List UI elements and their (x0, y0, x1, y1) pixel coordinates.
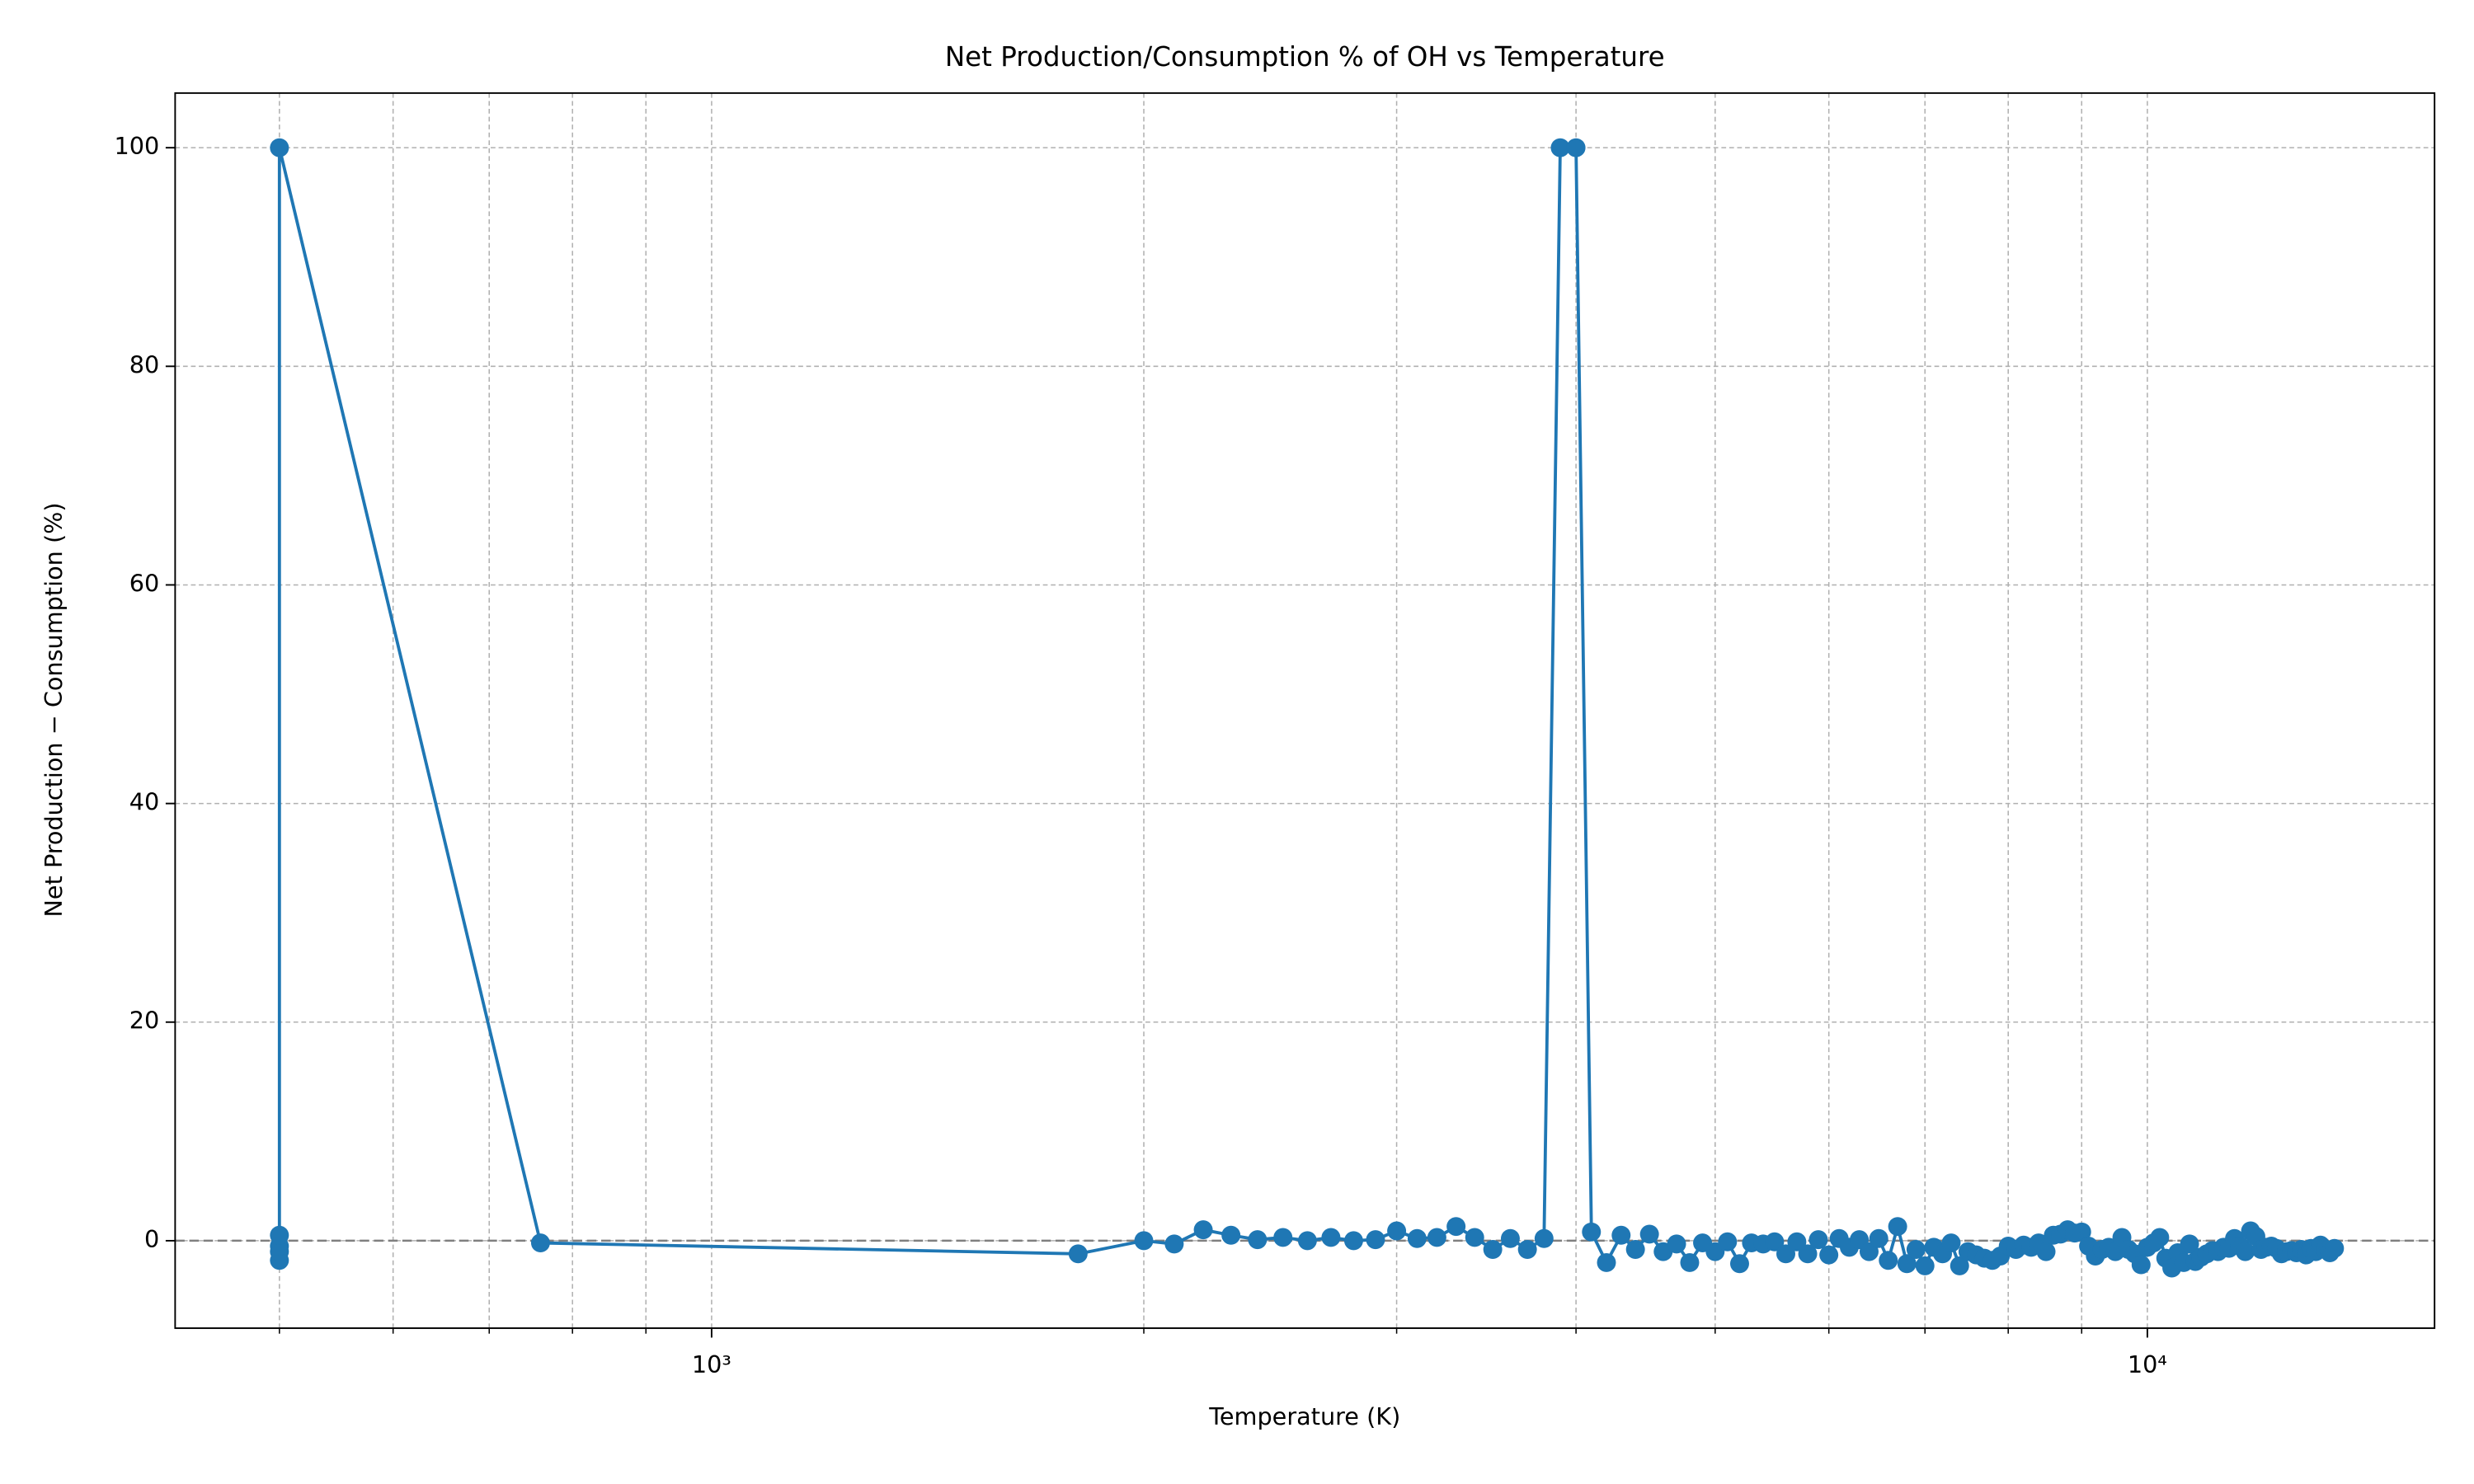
point (1248, 1230, 1268, 1250)
chart-title: Net Production/Consumption % of OH vs Te… (945, 41, 1665, 73)
x-axis-label: Temperature (K) (1208, 1402, 1400, 1430)
point (1534, 1228, 1554, 1248)
point (1297, 1231, 1317, 1251)
point (2325, 1238, 2345, 1258)
point (1950, 1256, 1969, 1275)
y-tick-label: 40 (129, 788, 160, 816)
point (1427, 1228, 1446, 1247)
point (1387, 1221, 1407, 1241)
point (1465, 1228, 1484, 1247)
x-tick-label: 10³ (692, 1350, 731, 1378)
point (1776, 1244, 1795, 1264)
point (1566, 138, 1586, 157)
point (1625, 1240, 1645, 1259)
point (1517, 1240, 1537, 1259)
point (1221, 1225, 1241, 1245)
y-tick-label: 100 (114, 132, 159, 160)
point (1597, 1252, 1616, 1272)
y-tick-label: 0 (144, 1225, 159, 1253)
point (1787, 1232, 1807, 1252)
point (1869, 1228, 1888, 1248)
point (1500, 1228, 1520, 1248)
point (1639, 1224, 1659, 1244)
y-tick-label: 80 (129, 350, 160, 378)
point (2150, 1228, 2170, 1247)
point (1798, 1244, 1818, 1264)
y-axis-label: Net Production − Consumption (%) (40, 502, 68, 917)
point (2131, 1255, 2151, 1275)
point (1906, 1240, 1926, 1259)
point (1582, 1222, 1602, 1242)
point (1879, 1251, 1898, 1270)
point (1915, 1256, 1935, 1275)
point (530, 1233, 550, 1253)
point (1941, 1233, 1961, 1253)
point (1819, 1245, 1839, 1265)
point (1888, 1217, 1907, 1237)
point (1273, 1228, 1293, 1247)
point (2036, 1242, 2056, 1261)
plot-frame (174, 92, 2436, 1329)
x-tick-label: 10⁴ (2128, 1350, 2167, 1378)
y-tick-label: 20 (129, 1007, 160, 1035)
point (1193, 1220, 1213, 1240)
point (1366, 1230, 1385, 1250)
point (1667, 1234, 1686, 1254)
point (2236, 1242, 2255, 1261)
point (1483, 1240, 1503, 1259)
point (1729, 1254, 1749, 1274)
point (1068, 1244, 1088, 1264)
point (1611, 1225, 1631, 1245)
point (1550, 138, 1570, 157)
point (2180, 1234, 2199, 1254)
point (1859, 1242, 1879, 1261)
point (1164, 1234, 1184, 1254)
point (1343, 1231, 1363, 1251)
point (1897, 1254, 1917, 1274)
point (270, 1225, 289, 1245)
point (1134, 1231, 1154, 1251)
series-line (277, 146, 2336, 1272)
point (1718, 1232, 1738, 1252)
point (1680, 1252, 1700, 1272)
point (270, 138, 289, 157)
point (1446, 1217, 1466, 1237)
point (1765, 1232, 1785, 1252)
point (1407, 1228, 1427, 1248)
point (1808, 1230, 1828, 1250)
y-tick-label: 60 (129, 569, 160, 597)
point (1321, 1228, 1341, 1247)
point (2072, 1222, 2091, 1242)
